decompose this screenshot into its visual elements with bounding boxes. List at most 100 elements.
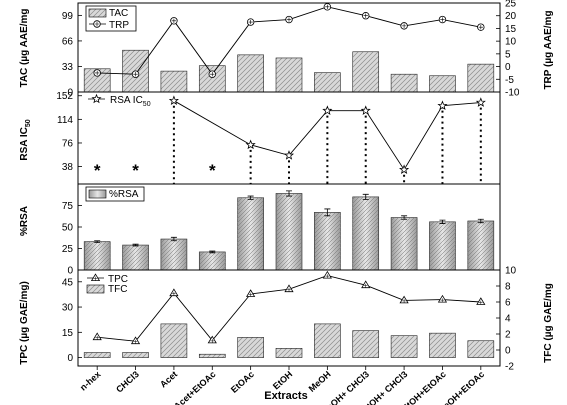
legend-tac-label: TAC: [109, 8, 128, 19]
tick-label: 15: [505, 24, 517, 35]
trp-point-etoac: [246, 18, 255, 26]
trp-point-n-hex: [93, 69, 101, 77]
percent-rsa-axis-ticks: 0 25 50 75: [62, 201, 82, 277]
tac-axis-label: TAC (µg AAE/mg: [19, 8, 30, 87]
trp-point-chcl3: [131, 70, 140, 78]
tpc-axis-ticks: 0 15 30 45: [62, 277, 82, 364]
trp-point-etoh: [285, 15, 293, 24]
tpc-point-acet: [169, 288, 179, 297]
x-tick-chcl3: CHCl3: [114, 369, 141, 395]
ic50-point-meoh: [322, 105, 333, 115]
tpc-point-meoh-etoac: [476, 297, 486, 305]
legend-tac-swatch: [88, 8, 107, 18]
legend-percent-rsa-swatch: [88, 189, 107, 199]
tick-label: 50: [62, 223, 74, 234]
x-tick-acet: Acet: [158, 369, 179, 389]
tick-label: 152: [56, 91, 73, 102]
percent-rsa-bars: [83, 190, 495, 271]
trp-point-etoh-chcl3: [400, 22, 408, 30]
tpc-point-n-hex: [92, 332, 102, 341]
not-detected-n-hex: *: [94, 161, 101, 180]
rsa-ic50-axis-ticks: 38 76 114 152: [56, 91, 82, 173]
x-tick-meoh: MeOH: [307, 369, 333, 394]
panel-percent-rsa: 0 25 50 75 %RSA %RSA: [19, 183, 501, 277]
tpc-point-meoh-chcl3: [361, 280, 371, 289]
error-bar: [209, 250, 216, 254]
tpc-line: [92, 270, 486, 345]
tick-label: 0: [505, 346, 511, 357]
tfc-bar-meoh-etoac: [467, 340, 495, 358]
tpc-point-acet-etoac: [207, 335, 217, 344]
error-bar: [362, 193, 369, 200]
series-line: [173, 100, 481, 171]
tfc-axis-label: TFC (µg GAE/mg: [543, 283, 554, 363]
trp-point-acet-etoac: [208, 70, 216, 78]
rsa-ic50-axis-label: RSA IC50: [19, 119, 32, 160]
tfc-bar-etoh-chcl3: [390, 335, 418, 358]
tick-label: 38: [62, 162, 74, 173]
tick-label: 15: [62, 328, 74, 339]
trp-point-meoh-chcl3: [362, 12, 370, 20]
legend-tpc-marker: [90, 273, 101, 281]
x-tick-etoac: EtOAc: [229, 369, 256, 395]
tick-label: 5: [505, 49, 511, 60]
tick-label: 75: [62, 201, 74, 212]
tick-label: 30: [62, 303, 74, 314]
ic50-point-etoh: [283, 150, 295, 160]
tick-label: 2: [505, 330, 511, 341]
tac-bar-acet: [160, 70, 188, 93]
trp-axis-label: TRP (µg AAE/mg: [543, 10, 554, 89]
tick-label: 25: [505, 0, 517, 10]
ic50-point-etoh-chcl3: [399, 164, 410, 175]
error-bar: [477, 218, 484, 224]
tac-bar-etoh-chcl3: [390, 73, 418, 93]
x-tick-n-hex: n-hex: [78, 369, 103, 393]
tfc-bar-n-hex: [83, 352, 111, 358]
tfc-axis-ticks: -2 0 2 4 6 8 10: [496, 266, 517, 373]
legend-panel1: TAC TRP: [85, 5, 137, 32]
tfc-bar-meoh: [314, 323, 341, 358]
tac-bars: [83, 49, 495, 93]
legend-trp-label: TRP: [109, 20, 129, 31]
tac-bar-meoh: [314, 72, 341, 93]
tpc-point-meoh: [322, 270, 332, 279]
ic50-point-acet: [168, 95, 179, 106]
panel-rsa-ic50: * * * 38 76 114 152 RSA IC50 RSA IC50: [19, 91, 501, 185]
trp-point-meoh: [323, 3, 332, 11]
tpc-point-etoh: [284, 284, 294, 293]
tick-label: 6: [505, 298, 511, 309]
tick-label: 8: [505, 282, 511, 293]
trp-line: [93, 3, 485, 78]
tpc-axis-label: TPC (µg GAE/mg): [19, 281, 30, 365]
tpc-point-chcl3: [130, 336, 141, 345]
percent-rsa-axis-label: %RSA: [19, 206, 30, 236]
tfc-bar-etoh: [275, 348, 303, 358]
legend-tpc-label: TPC: [108, 274, 128, 285]
rsa-ic50-stems: [172, 105, 482, 184]
error-bar: [401, 215, 408, 220]
tfc-bar-meoh-chcl3: [352, 330, 380, 358]
legend-tfc-label: TFC: [108, 284, 127, 295]
legend-percent-rsa-label: %RSA: [109, 189, 139, 200]
trp-point-etoh-etoac: [438, 15, 447, 24]
x-tick-etoh: EtOH: [271, 369, 294, 391]
not-detected-markers: * * *: [94, 161, 216, 180]
tfc-bar-acet-etoac: [198, 353, 226, 358]
x-axis-label: Extracts: [264, 390, 307, 402]
tick-label: 0: [67, 266, 73, 277]
rsa-ic50-line: [168, 95, 486, 175]
tfc-bar-etoh-etoac: [429, 332, 456, 358]
error-bar: [286, 190, 292, 197]
panel-tpc-tfc: 0 15 30 45 -2 0 2 4 6 8 10 TPC (µg GAE/mg) TFC (µ…: [19, 266, 554, 373]
tfc-bar-chcl3: [122, 352, 149, 358]
tpc-point-etoh-etoac: [437, 294, 448, 303]
tpc-point-etoh-chcl3: [399, 295, 409, 304]
tac-bar-meoh-etoac: [467, 63, 495, 93]
tfc-bar-etoac: [237, 337, 264, 358]
trp-point-acet: [170, 17, 178, 25]
ic50-point-etoac: [245, 139, 256, 150]
tick-label: -2: [505, 362, 514, 373]
